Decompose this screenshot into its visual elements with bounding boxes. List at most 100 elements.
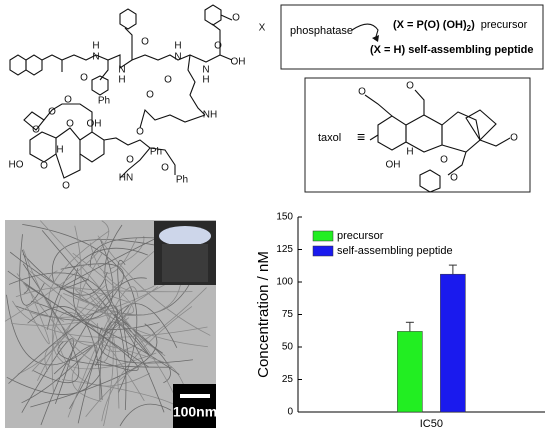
y-tick-label: 150 [276,212,293,223]
atom-label: N [202,65,209,76]
atom-label: OH [386,160,401,171]
atom-label: N [118,65,125,76]
legend-swatch [312,245,334,257]
atom-label: O [136,127,144,138]
fiber [12,300,208,338]
scale-bar [180,394,210,398]
fiber [44,340,170,372]
fiber [6,373,101,395]
atom-label: N [92,52,99,63]
fiber [59,233,165,290]
fiber [60,263,124,312]
fiber [26,288,50,345]
reaction-box [280,4,544,70]
fiber [17,225,82,375]
atom-label: O [406,81,414,92]
x-tick-label: IC50 [420,418,443,430]
formula-main: (X = P(O) (OH) [393,19,467,31]
fiber [110,312,171,384]
fiber [51,239,172,282]
product-label: (X = H) self-assembling peptide [370,44,534,56]
fiber [57,341,172,368]
fibers [4,220,211,427]
fiber [11,286,159,326]
atom-label: Ph [98,96,110,107]
fiber [99,321,165,413]
legend-label: self-assembling peptide [337,245,453,257]
fiber [9,251,195,316]
atom-label: H [92,41,99,52]
fiber [49,270,193,293]
fiber [21,338,74,413]
atom-label: O [214,41,222,52]
tem-image: 100nm [4,220,217,428]
fiber [15,287,114,427]
atom-label: O [358,87,366,98]
fiber [98,327,193,364]
enzyme-label: phosphatase [290,25,353,37]
atom-label: Ph [176,175,188,186]
atom-label: H [406,147,413,158]
precursor-label: precursor [481,19,528,31]
y-tick-label: 50 [282,342,294,353]
atom-label: H [174,41,181,52]
atom-label: O [64,95,72,106]
taxol-box [304,77,531,193]
atom-label: H [118,75,125,86]
fiber [19,234,45,306]
atom-label: O [146,90,154,101]
legend-label: precursor [337,230,384,242]
fiber [21,249,30,294]
fiber [4,220,110,322]
atom-label: O [40,161,48,172]
atom-label: H [202,75,209,86]
fiber [16,273,111,363]
equiv-sign: ≡ [357,129,365,145]
atom-label: HN [119,173,133,184]
bar [440,273,466,413]
atom-label: O [440,155,448,166]
fiber [22,253,108,296]
fiber [31,300,180,375]
atom-label: H [56,145,63,156]
fiber [117,259,130,358]
atom-label: O [232,13,240,24]
atom-label: O [126,155,134,166]
atom-label: X [259,23,266,34]
fiber [22,263,80,384]
formula-end: ) [471,19,475,31]
y-tick-label: 75 [282,309,294,320]
atom-label: O [510,133,518,144]
vial-body [162,244,208,282]
atom-label: N [174,52,181,63]
atom-label: OH [231,57,246,68]
atom-label: O [141,37,149,48]
formula-sub: 2 [467,24,472,33]
fiber [119,403,172,427]
fiber [67,286,139,418]
bar [397,331,423,413]
y-tick-label: 125 [276,244,293,255]
atom-label: O [80,73,88,84]
fiber [101,306,193,422]
atom-label: O [450,173,458,184]
taxol-label: taxol [318,132,341,144]
fiber [8,272,127,411]
fiber [27,306,103,401]
atom-label: O [161,163,169,174]
scale-bar-box [173,384,216,428]
fiber [51,311,145,402]
bar-chart: 0 25 50 75 100 125 150 Concentration / nM IC50 pr… [255,212,545,430]
y-tick-label: 25 [282,374,294,385]
fiber [29,270,109,337]
fiber [40,277,147,426]
scale-bar-label: 100nm [173,404,217,420]
atom-label: O [48,107,56,118]
fiber [14,238,114,321]
y-axis-label: Concentration / nM [255,251,272,378]
fiber [71,317,130,402]
